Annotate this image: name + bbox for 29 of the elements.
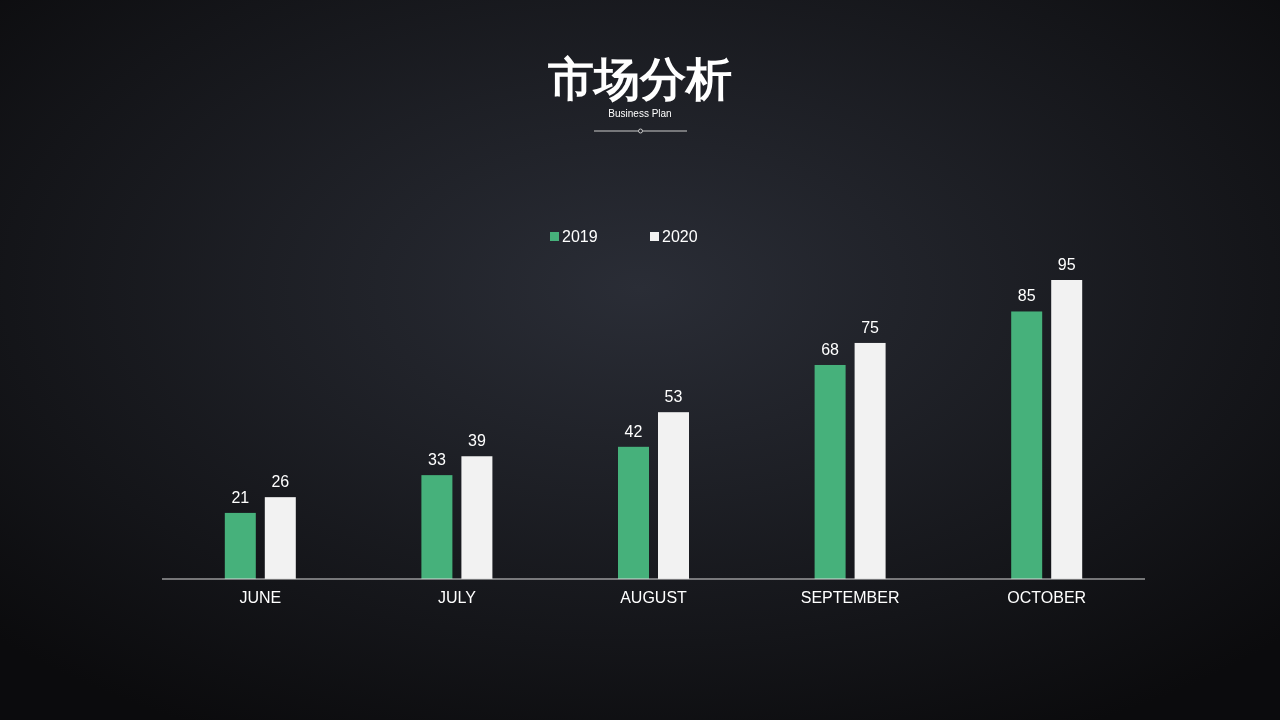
bar	[658, 412, 689, 579]
data-label: 68	[821, 340, 840, 358]
bar	[461, 456, 493, 579]
legend-label: 2020	[662, 228, 698, 245]
bar	[1011, 311, 1043, 579]
x-tick-label: SEPTEMBER	[800, 589, 900, 606]
data-label: 75	[861, 318, 880, 336]
data-label: 95	[1057, 256, 1076, 273]
data-label: 26	[271, 473, 290, 491]
data-label: 85	[1017, 287, 1036, 305]
bar	[814, 364, 846, 579]
bar	[854, 342, 886, 579]
data-label: 42	[624, 422, 643, 440]
bar	[224, 512, 256, 579]
data-label: 33	[428, 451, 446, 469]
x-tick-label: JULY	[437, 589, 477, 606]
bar	[1051, 280, 1083, 579]
data-label: 39	[468, 432, 486, 450]
legend-label: 2019	[562, 228, 598, 245]
chart-title: 市场分析	[548, 53, 732, 105]
chart-subtitle: Business Plan	[608, 108, 672, 119]
x-tick-label: JUNE	[239, 589, 282, 606]
bar	[618, 446, 649, 579]
data-label: 21	[231, 488, 250, 506]
data-label: 53	[664, 388, 683, 406]
x-tick-label: AUGUST	[620, 589, 688, 606]
bar	[421, 475, 453, 579]
x-tick-label: OCTOBER	[1007, 589, 1087, 606]
bar	[264, 497, 296, 579]
